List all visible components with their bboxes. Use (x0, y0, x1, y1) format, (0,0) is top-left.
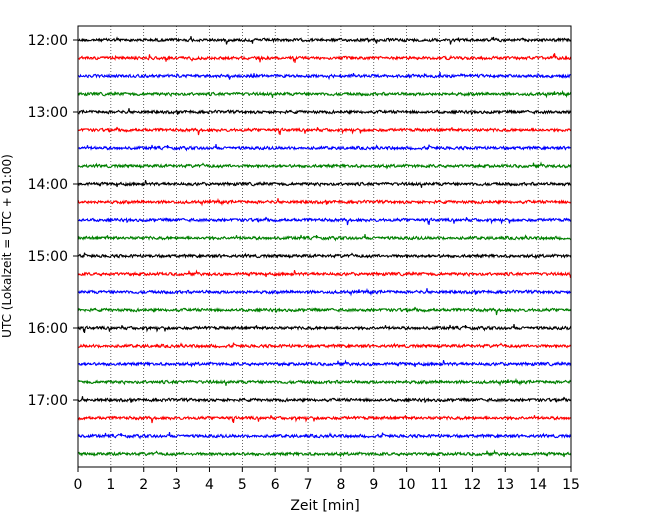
x-axis-ticks: 0 1 2 3 4 5 6 7 8 9 10 11 12 13 14 15 (74, 467, 580, 493)
trace-row (77, 306, 572, 316)
x-tick-label: 15 (562, 477, 580, 493)
plot-frame (77, 25, 572, 468)
x-tick-label: 5 (238, 477, 247, 493)
x-tick-label: 11 (431, 477, 449, 493)
trace-row (77, 324, 572, 333)
trace-row (77, 216, 572, 226)
x-tick-label: 10 (398, 477, 416, 493)
y-tick-label: 14:00 (28, 177, 68, 193)
trace-row (77, 359, 572, 368)
plot-area (78, 26, 571, 467)
trace-row (77, 269, 572, 278)
trace-row (77, 197, 572, 207)
traces (77, 36, 572, 458)
x-tick-label: 2 (139, 477, 148, 493)
x-tick-label: 7 (304, 477, 313, 493)
trace-row (77, 89, 572, 99)
trace-row (77, 252, 572, 260)
trace-row (77, 234, 572, 242)
trace-row (77, 53, 572, 63)
x-tick-label: 4 (205, 477, 214, 493)
trace-row (77, 108, 572, 115)
trace-row (77, 72, 572, 81)
trace-row (77, 287, 572, 297)
trace-row (77, 144, 572, 152)
y-tick-label: 15:00 (28, 249, 68, 265)
trace-row (77, 36, 572, 45)
trace-row (77, 396, 572, 403)
y-axis-ticks: 12:00 13:00 14:00 15:00 16:00 17:00 (28, 33, 78, 409)
x-tick-label: 6 (271, 477, 280, 493)
y-tick-label: 16:00 (28, 321, 68, 337)
trace-row (77, 180, 572, 188)
x-tick-label: 8 (336, 477, 345, 493)
x-tick-label: 14 (529, 477, 547, 493)
x-tick-label: 1 (106, 477, 115, 493)
x-tick-label: 12 (463, 477, 481, 493)
y-tick-label: 17:00 (28, 393, 68, 409)
trace-row (77, 432, 572, 440)
trace-row (77, 377, 572, 387)
y-tick-label: 12:00 (28, 33, 68, 49)
trace-row (77, 161, 572, 170)
y-tick-label: 13:00 (28, 105, 68, 121)
trace-row (77, 342, 572, 349)
x-tick-label: 9 (369, 477, 378, 493)
x-tick-label: 13 (496, 477, 514, 493)
trace-row (77, 449, 572, 458)
trace-row (77, 126, 572, 136)
x-axis-label: Zeit [min] (290, 498, 359, 514)
x-tick-label: 0 (74, 477, 83, 493)
y-axis-label: UTC (Lokalzeit = UTC + 01:00) (0, 154, 14, 338)
x-tick-label: 3 (172, 477, 181, 493)
trace-row (77, 415, 572, 424)
